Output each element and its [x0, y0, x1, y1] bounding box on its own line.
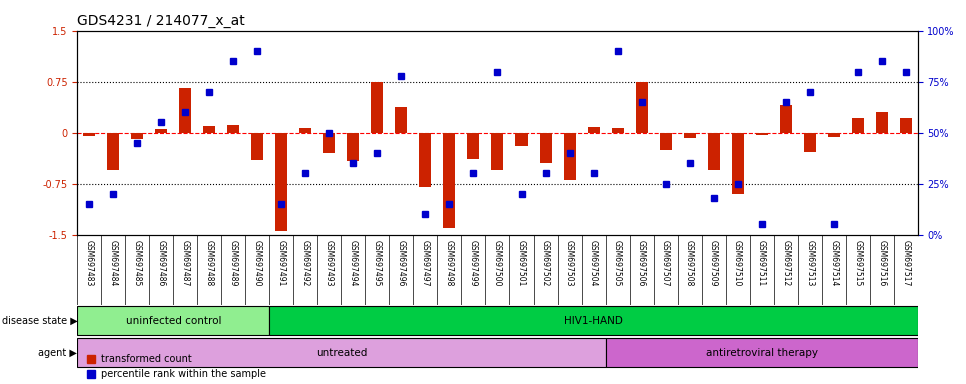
Bar	[419, 133, 432, 187]
Text: GSM697493: GSM697493	[325, 240, 334, 287]
Text: GSM697513: GSM697513	[805, 240, 814, 286]
Bar	[131, 133, 143, 139]
Bar	[755, 133, 768, 136]
Text: GSM697516: GSM697516	[877, 240, 886, 286]
Bar	[180, 88, 191, 133]
Text: GSM697496: GSM697496	[397, 240, 406, 287]
Bar	[156, 129, 167, 133]
Text: GSM697484: GSM697484	[109, 240, 118, 286]
Text: GSM697489: GSM697489	[229, 240, 238, 286]
Bar	[828, 133, 839, 137]
Bar	[371, 82, 384, 133]
FancyBboxPatch shape	[77, 338, 606, 367]
Bar	[852, 118, 864, 133]
Bar	[563, 133, 576, 180]
Text: GSM697483: GSM697483	[85, 240, 94, 286]
FancyBboxPatch shape	[606, 338, 918, 367]
Text: GDS4231 / 214077_x_at: GDS4231 / 214077_x_at	[77, 14, 245, 28]
Text: GSM697515: GSM697515	[853, 240, 863, 286]
Text: GSM697498: GSM697498	[445, 240, 454, 286]
Bar	[251, 133, 264, 160]
Text: GSM697506: GSM697506	[637, 240, 646, 287]
Text: GSM697502: GSM697502	[541, 240, 550, 286]
Legend: transformed count, percentile rank within the sample: transformed count, percentile rank withi…	[82, 350, 270, 383]
Bar	[899, 118, 912, 133]
Text: GSM697490: GSM697490	[253, 240, 262, 287]
Bar	[539, 133, 552, 163]
Text: GSM697504: GSM697504	[589, 240, 598, 287]
Text: GSM697501: GSM697501	[517, 240, 526, 286]
Text: GSM697512: GSM697512	[781, 240, 790, 286]
Text: GSM697511: GSM697511	[757, 240, 766, 286]
Text: GSM697505: GSM697505	[613, 240, 622, 287]
Text: uninfected control: uninfected control	[126, 316, 221, 326]
Text: GSM697494: GSM697494	[349, 240, 358, 287]
Text: GSM697487: GSM697487	[181, 240, 190, 286]
Bar	[516, 133, 527, 146]
Bar	[587, 127, 600, 133]
Text: GSM697495: GSM697495	[373, 240, 382, 287]
Text: GSM697517: GSM697517	[901, 240, 910, 286]
Text: GSM697492: GSM697492	[300, 240, 310, 286]
Text: GSM697514: GSM697514	[829, 240, 838, 286]
Bar	[707, 133, 720, 170]
Bar	[395, 107, 408, 133]
Bar	[443, 133, 456, 228]
Bar	[348, 133, 359, 161]
Bar	[275, 133, 288, 231]
Bar	[731, 133, 744, 194]
Text: untreated: untreated	[316, 348, 367, 358]
Bar	[780, 106, 791, 133]
Text: GSM697499: GSM697499	[469, 240, 478, 287]
Bar	[299, 128, 311, 133]
Bar	[107, 133, 120, 170]
Text: GSM697508: GSM697508	[685, 240, 695, 286]
Bar	[203, 126, 215, 133]
Bar	[468, 133, 479, 159]
Bar	[684, 133, 696, 138]
Bar	[636, 82, 647, 133]
Bar	[83, 133, 96, 136]
Text: agent ▶: agent ▶	[39, 348, 77, 358]
Text: GSM697503: GSM697503	[565, 240, 574, 287]
Text: GSM697509: GSM697509	[709, 240, 718, 287]
Bar	[611, 128, 624, 133]
Text: GSM697488: GSM697488	[205, 240, 213, 286]
Text: GSM697491: GSM697491	[277, 240, 286, 286]
Text: antiretroviral therapy: antiretroviral therapy	[705, 348, 817, 358]
FancyBboxPatch shape	[77, 306, 270, 335]
FancyBboxPatch shape	[270, 306, 918, 335]
Text: GSM697500: GSM697500	[493, 240, 502, 287]
Bar	[227, 124, 240, 133]
Text: GSM697485: GSM697485	[132, 240, 142, 286]
Text: GSM697486: GSM697486	[156, 240, 166, 286]
Bar	[660, 133, 671, 150]
Text: disease state ▶: disease state ▶	[2, 316, 77, 326]
Bar	[324, 133, 335, 153]
Text: GSM697497: GSM697497	[421, 240, 430, 287]
Bar	[492, 133, 503, 170]
Bar	[875, 112, 888, 133]
Text: GSM697510: GSM697510	[733, 240, 742, 286]
Bar	[804, 133, 815, 152]
Text: GSM697507: GSM697507	[661, 240, 670, 287]
Text: HIV1-HAND: HIV1-HAND	[564, 316, 623, 326]
